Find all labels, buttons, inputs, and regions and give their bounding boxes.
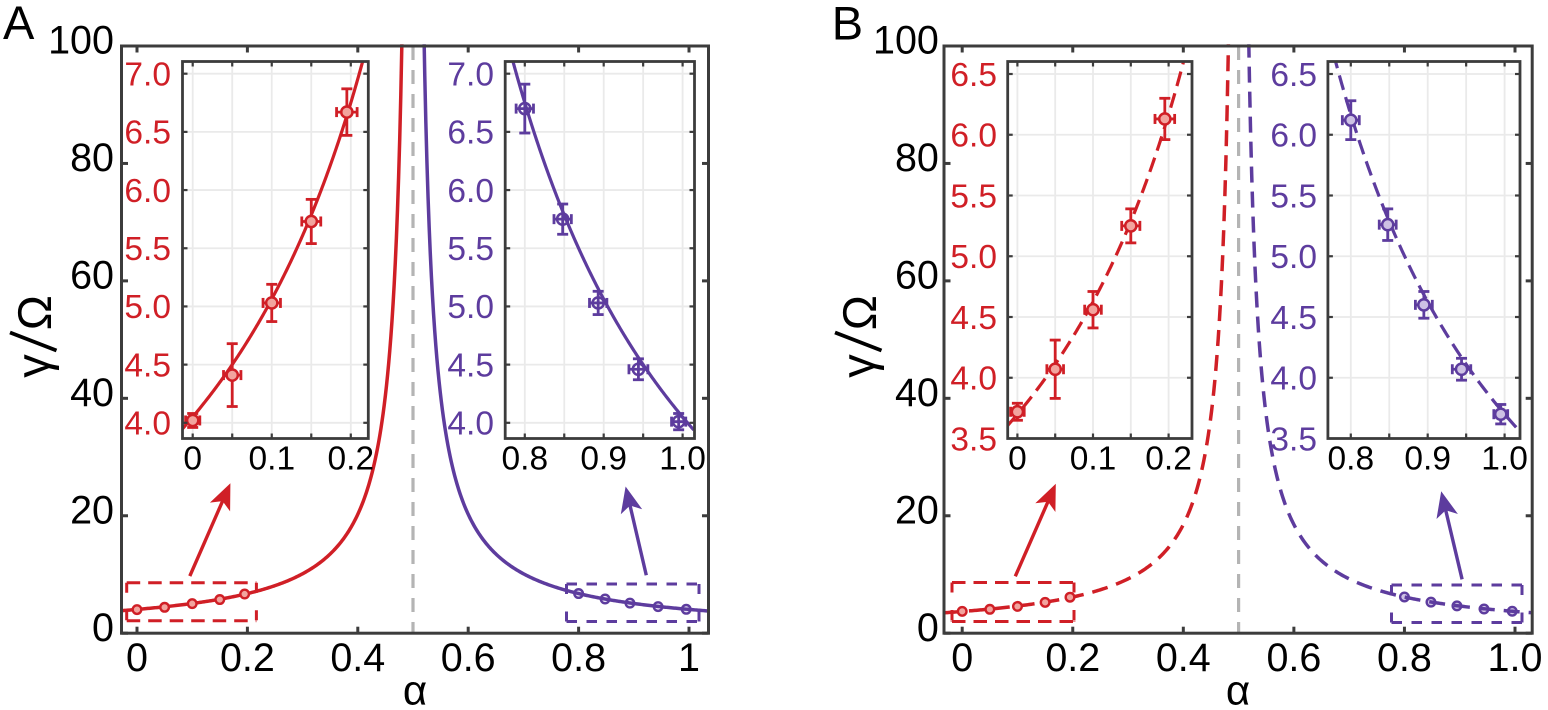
svg-text:4.5: 4.5 [447,347,494,384]
svg-text:4.0: 4.0 [447,406,494,443]
svg-text:100: 100 [873,19,939,63]
svg-text:1.0: 1.0 [1488,636,1543,680]
svg-text:60: 60 [895,254,939,298]
svg-text:6.5: 6.5 [1270,57,1317,94]
svg-text:5.0: 5.0 [950,239,997,276]
svg-text:80: 80 [895,136,939,180]
svg-text:0.6: 0.6 [441,636,496,680]
svg-text:40: 40 [895,371,939,415]
svg-text:5.0: 5.0 [1270,239,1317,276]
svg-text:1.0: 1.0 [1481,440,1528,477]
svg-text:5.5: 5.5 [447,231,494,268]
svg-text:7.0: 7.0 [447,57,494,94]
svg-text:B: B [832,0,863,49]
svg-text:γ: γ [831,354,884,378]
svg-text:6.0: 6.0 [950,118,997,155]
svg-text:80: 80 [70,136,114,180]
svg-text:0: 0 [183,440,202,477]
svg-text:1: 1 [678,636,700,680]
svg-text:4.0: 4.0 [950,361,997,398]
svg-text:0.8: 0.8 [551,636,606,680]
svg-text:4.5: 4.5 [124,347,171,384]
svg-text:0.9: 0.9 [1404,440,1451,477]
svg-text:Ω: Ω [8,295,61,330]
svg-text:4.5: 4.5 [1270,300,1317,337]
svg-text:60: 60 [70,254,114,298]
svg-text:0.2: 0.2 [328,440,375,477]
svg-text:4.0: 4.0 [124,406,171,443]
svg-text:6.5: 6.5 [447,115,494,152]
svg-text:γ: γ [6,354,59,378]
svg-text:0.2: 0.2 [1145,440,1192,477]
svg-text:3.5: 3.5 [1270,421,1317,458]
svg-text:7.0: 7.0 [124,57,171,94]
svg-text:α: α [403,667,427,710]
svg-text:0: 0 [951,636,973,680]
svg-text:0.4: 0.4 [1156,636,1211,680]
svg-text:5.0: 5.0 [124,289,171,326]
svg-text:4.0: 4.0 [1270,361,1317,398]
svg-text:1.0: 1.0 [659,440,706,477]
svg-text:20: 20 [895,489,939,533]
svg-text:0.4: 0.4 [330,636,385,680]
svg-text:100: 100 [48,19,114,63]
svg-text:0: 0 [917,606,939,650]
svg-text:A: A [3,0,35,49]
svg-text:20: 20 [70,489,114,533]
svg-text:0.1: 0.1 [249,440,296,477]
svg-text:40: 40 [70,371,114,415]
svg-text:0.9: 0.9 [580,440,627,477]
svg-text:0: 0 [92,606,114,650]
svg-text:6.5: 6.5 [124,115,171,152]
svg-text:6.5: 6.5 [950,57,997,94]
svg-text:6.0: 6.0 [1270,118,1317,155]
svg-text:0: 0 [1008,440,1027,477]
svg-text:Ω: Ω [833,295,886,330]
svg-text:α: α [1226,667,1250,710]
svg-text:5.0: 5.0 [447,289,494,326]
svg-text:0.2: 0.2 [1045,636,1100,680]
svg-text:5.5: 5.5 [1270,178,1317,215]
svg-text:3.5: 3.5 [950,421,997,458]
svg-text:6.0: 6.0 [447,173,494,210]
svg-text:5.5: 5.5 [950,178,997,215]
svg-text:0.1: 0.1 [1070,440,1117,477]
svg-text:0: 0 [126,636,148,680]
svg-text:0.2: 0.2 [220,636,275,680]
svg-text:0.8: 0.8 [1328,440,1375,477]
svg-text:5.5: 5.5 [124,231,171,268]
svg-text:6.0: 6.0 [124,173,171,210]
svg-text:0.8: 0.8 [1377,636,1432,680]
svg-text:0.6: 0.6 [1266,636,1321,680]
svg-text:4.5: 4.5 [950,300,997,337]
svg-text:0.8: 0.8 [502,440,549,477]
